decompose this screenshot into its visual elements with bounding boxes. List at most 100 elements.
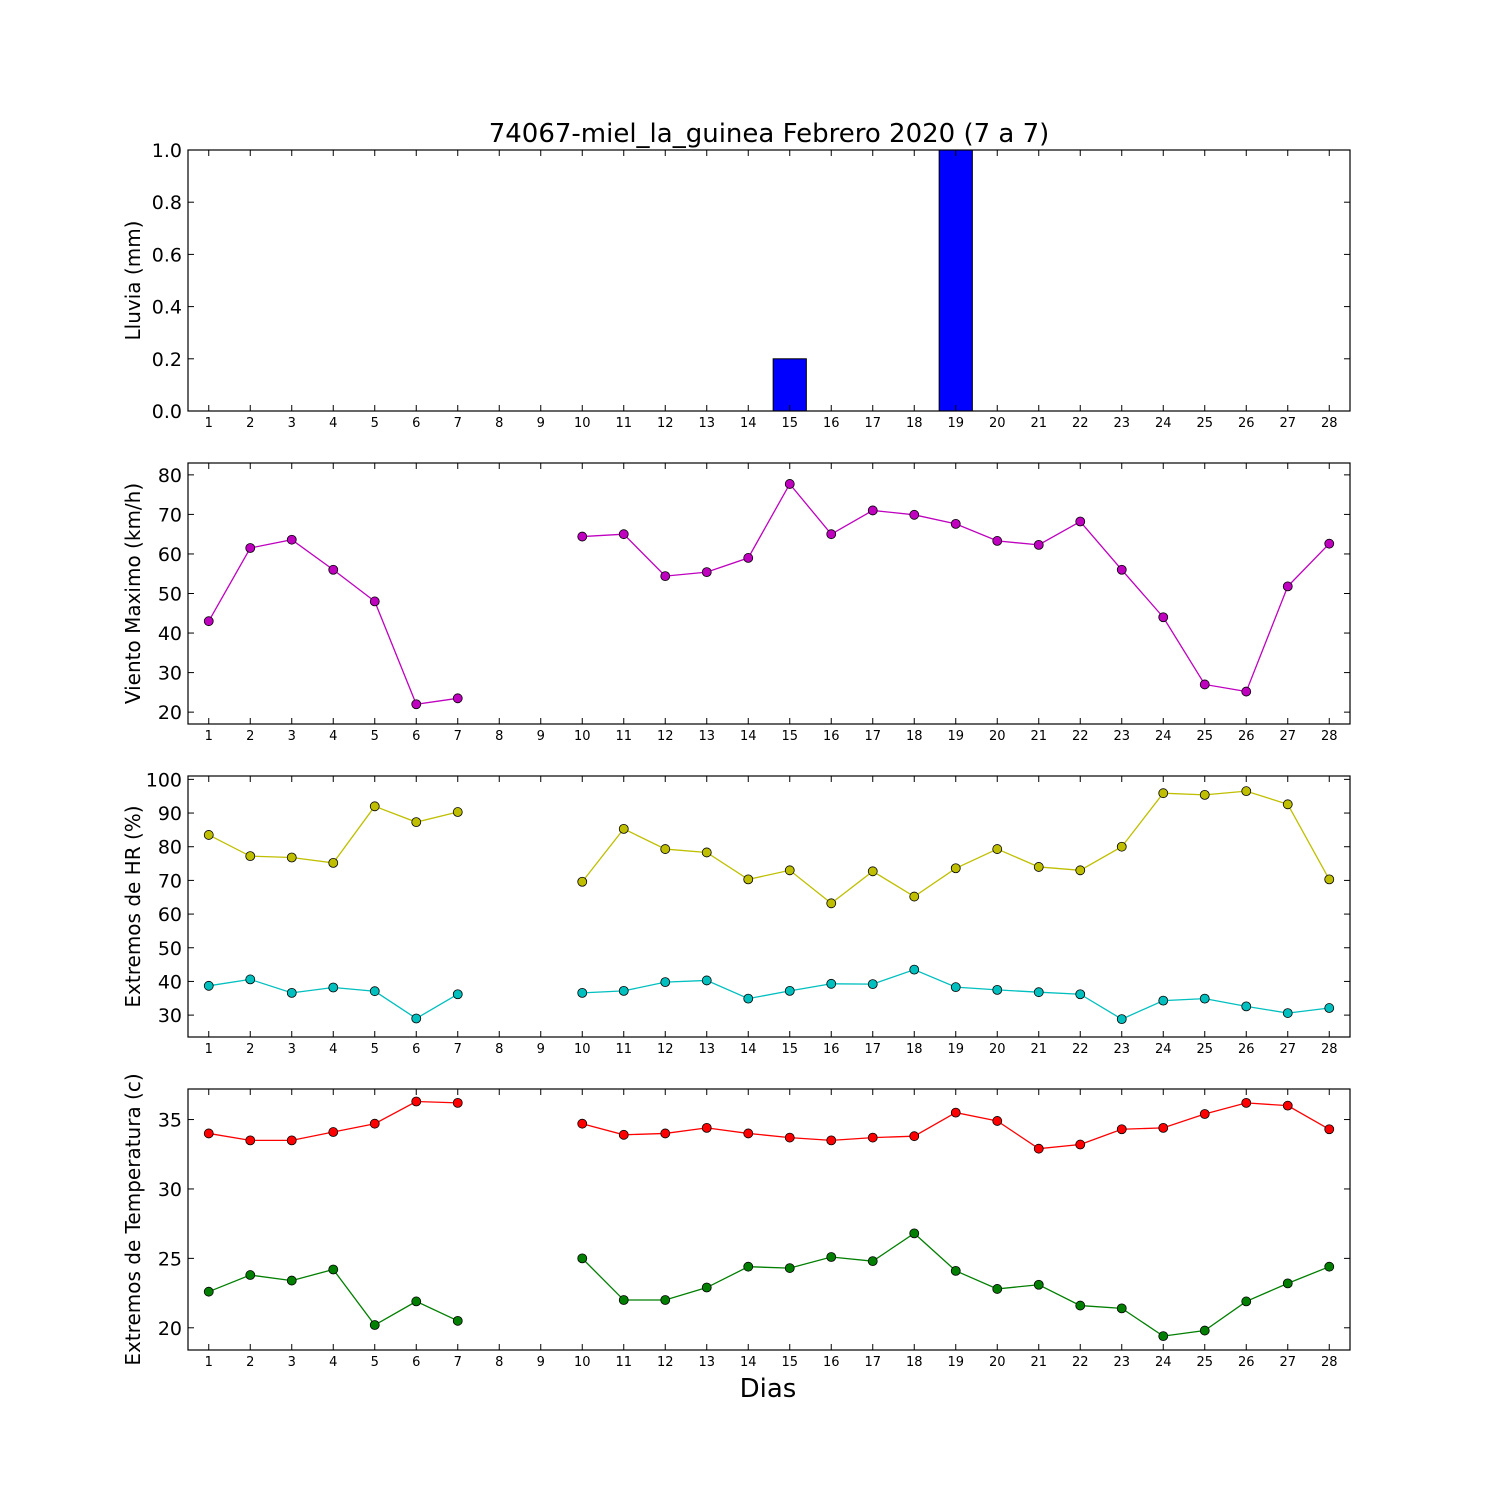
series-2-point-day-12 bbox=[660, 977, 671, 988]
series-1-point-day-19 bbox=[950, 1107, 961, 1118]
series-1-point-day-12 bbox=[660, 1128, 671, 1139]
x-tick-label: 13 bbox=[698, 729, 715, 744]
x-tick-label: 5 bbox=[371, 416, 379, 431]
series-2-point-day-1 bbox=[203, 980, 214, 991]
x-tick-label: 19 bbox=[947, 416, 964, 431]
series-2-point-day-16 bbox=[826, 978, 837, 989]
y-tick-label: 0.8 bbox=[152, 192, 182, 214]
series-1-point-day-5 bbox=[369, 801, 380, 812]
x-tick-label: 20 bbox=[989, 1042, 1006, 1057]
series-2-point-day-5 bbox=[369, 986, 380, 997]
series-2-point-day-6 bbox=[411, 1013, 422, 1024]
series-2-point-day-16 bbox=[826, 1252, 837, 1262]
series-1-point-day-7 bbox=[452, 1097, 463, 1108]
series-2-point-day-25 bbox=[1199, 1325, 1210, 1336]
series-2-point-day-3 bbox=[286, 1275, 297, 1286]
x-tick-label: 20 bbox=[989, 729, 1006, 744]
series-1-point-day-2 bbox=[245, 1135, 256, 1146]
series-1-point-day-16 bbox=[826, 529, 837, 540]
x-tick-label: 4 bbox=[329, 416, 337, 431]
series-1-point-day-10 bbox=[577, 876, 588, 887]
series-1-point-day-28 bbox=[1324, 874, 1335, 885]
x-tick-label: 9 bbox=[537, 1042, 545, 1057]
y-tick-label: 40 bbox=[158, 623, 182, 645]
series-1-point-day-23 bbox=[1116, 564, 1127, 575]
series-2-point-day-17 bbox=[867, 1256, 878, 1267]
x-tick-label: 14 bbox=[740, 416, 757, 431]
series-1-point-day-27 bbox=[1282, 581, 1293, 592]
x-tick-label: 18 bbox=[906, 1042, 923, 1057]
y-tick-label: 35 bbox=[158, 1110, 182, 1132]
series-1-point-day-22 bbox=[1075, 516, 1086, 527]
series-1-point-day-13 bbox=[701, 847, 712, 858]
series-1-point-day-21 bbox=[1033, 1143, 1044, 1154]
series-2-point-day-10 bbox=[577, 1253, 588, 1264]
series-2-point-day-7 bbox=[452, 989, 463, 1000]
x-tick-label: 17 bbox=[864, 416, 881, 431]
x-tick-label: 15 bbox=[781, 1042, 798, 1057]
series-1-point-day-14 bbox=[743, 1128, 754, 1139]
series-1-point-day-6 bbox=[411, 699, 422, 710]
series-1-point-day-14 bbox=[743, 874, 754, 885]
chart-panels: Lluvia (mm)0.00.20.40.60.81.01 2 3 4 5 6 7 8 9 10… bbox=[121, 140, 1351, 1370]
x-tick-label: 14 bbox=[740, 729, 757, 744]
series-2-point-day-14 bbox=[743, 993, 754, 1004]
x-tick-label: 2 bbox=[246, 1355, 254, 1370]
x-tick-label: 22 bbox=[1072, 729, 1089, 744]
series-1-point-day-1 bbox=[203, 1128, 214, 1139]
series-1-point-day-19 bbox=[950, 863, 961, 874]
series-2-point-day-5 bbox=[369, 1320, 380, 1330]
x-tick-label: 10 bbox=[574, 416, 591, 431]
x-tick-label: 27 bbox=[1279, 416, 1296, 431]
y-axis-label: Extremos de Temperatura (c) bbox=[121, 1073, 145, 1365]
series-2-point-day-10 bbox=[577, 987, 588, 998]
y-tick-label: 20 bbox=[158, 1318, 182, 1340]
x-tick-label: 15 bbox=[781, 729, 798, 744]
x-tick-label: 8 bbox=[495, 416, 503, 431]
x-tick-label: 14 bbox=[740, 1042, 757, 1057]
series-2-point-day-18 bbox=[909, 1228, 920, 1239]
x-tick-label: 8 bbox=[495, 1042, 503, 1057]
x-tick-label: 20 bbox=[989, 1355, 1006, 1370]
series-2-point-day-19 bbox=[950, 1265, 961, 1276]
series-2-point-day-15 bbox=[784, 985, 795, 996]
x-tick-label: 25 bbox=[1196, 1355, 1213, 1370]
series-1-point-day-26 bbox=[1241, 786, 1252, 797]
y-tick-label: 80 bbox=[158, 837, 182, 859]
series-1-point-day-13 bbox=[701, 1122, 712, 1133]
series-2-point-day-22 bbox=[1075, 989, 1086, 1000]
series-1-point-day-7 bbox=[452, 693, 463, 704]
x-tick-label: 13 bbox=[698, 416, 715, 431]
series-2-point-day-11 bbox=[618, 985, 629, 996]
y-tick-label: 30 bbox=[158, 1179, 182, 1201]
y-tick-label: 0.6 bbox=[152, 244, 182, 266]
series-1-point-day-17 bbox=[867, 505, 878, 516]
x-tick-label: 22 bbox=[1072, 1355, 1089, 1370]
chart-title: 74067-miel_la_guinea Febrero 2020 (7 a 7… bbox=[489, 119, 1050, 149]
series-1-point-day-22 bbox=[1075, 865, 1086, 876]
series-1-point-day-28 bbox=[1324, 1124, 1335, 1135]
x-tick-label: 22 bbox=[1072, 416, 1089, 431]
x-tick-label: 12 bbox=[657, 1042, 674, 1057]
series-1-point-day-27 bbox=[1282, 1100, 1293, 1111]
series-2-point-day-18 bbox=[909, 964, 920, 975]
series-2-point-day-13 bbox=[701, 975, 712, 986]
x-tick-label: 3 bbox=[288, 729, 296, 744]
series-1-point-day-28 bbox=[1324, 538, 1335, 549]
x-tick-label: 12 bbox=[657, 1355, 674, 1370]
x-tick-label: 2 bbox=[246, 1042, 254, 1057]
series-2-point-day-4 bbox=[328, 982, 339, 993]
y-tick-label: 80 bbox=[158, 465, 182, 487]
y-axis-label: Viento Maximo (km/h) bbox=[121, 483, 145, 704]
series-2-point-day-24 bbox=[1158, 995, 1169, 1006]
series-1-point-day-25 bbox=[1199, 1109, 1210, 1119]
x-tick-label: 28 bbox=[1321, 416, 1338, 431]
series-1-point-day-12 bbox=[660, 571, 671, 581]
series-2-point-day-24 bbox=[1158, 1331, 1169, 1342]
y-tick-label: 70 bbox=[158, 504, 182, 526]
x-tick-label: 7 bbox=[454, 1355, 462, 1370]
x-tick-label: 19 bbox=[947, 1042, 964, 1057]
series-1-point-day-20 bbox=[992, 844, 1003, 854]
